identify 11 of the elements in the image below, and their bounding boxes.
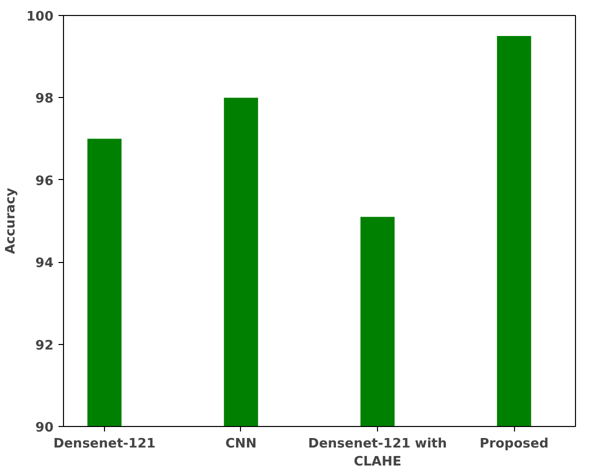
- y-tick-label: 94: [35, 256, 54, 272]
- y-tick-label: 98: [35, 92, 54, 107]
- y-tick-label: 100: [26, 10, 54, 24]
- y-tick-label: 90: [35, 420, 54, 436]
- x-tick-label: Proposed: [480, 436, 549, 452]
- y-axis-title: Accuracy: [3, 187, 18, 254]
- x-tick-label: Densenet-121: [53, 436, 156, 452]
- x-tick-label: Densenet-121 with CLAHE: [308, 436, 447, 470]
- y-tick-label: 92: [35, 338, 54, 354]
- x-tick-label: CNN: [225, 436, 257, 452]
- y-tick-label: 96: [35, 174, 54, 189]
